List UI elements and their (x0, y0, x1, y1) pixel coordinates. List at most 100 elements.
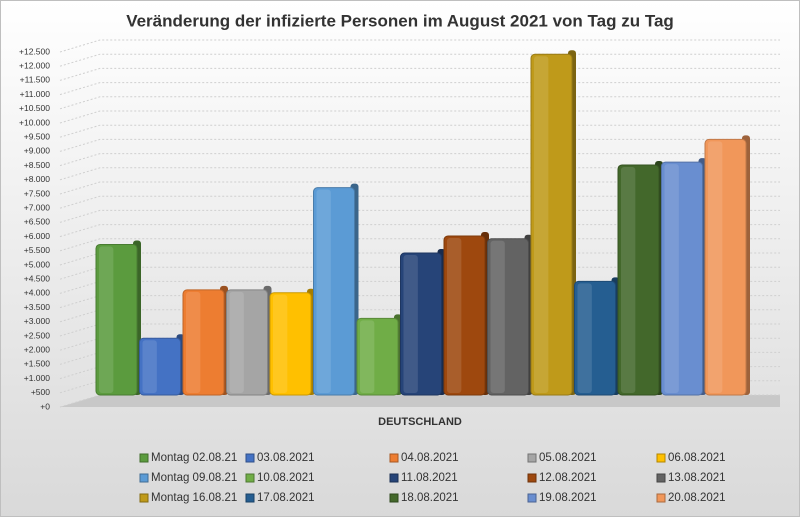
grid-line (59, 96, 780, 110)
legend-label: 19.08.2021 (539, 492, 597, 504)
bar-highlight (621, 166, 636, 393)
bar-highlight (403, 255, 418, 393)
legend-label: 12.08.2021 (539, 472, 597, 484)
y-tick-label: +8.500 (24, 160, 51, 170)
legend-swatch (527, 493, 537, 503)
y-tick-label: +9.000 (24, 146, 51, 156)
bar (574, 280, 616, 396)
y-tick-label: +2.000 (24, 344, 51, 354)
y-tick-label: +4.000 (24, 288, 51, 298)
bar-highlight (534, 56, 549, 393)
grid-line (59, 53, 780, 67)
grid-line (59, 167, 780, 181)
legend-label: 17.08.2021 (257, 492, 315, 504)
y-tick-label: +11.500 (20, 75, 51, 85)
legend-label: 20.08.2021 (668, 492, 726, 504)
grid-line (59, 195, 780, 209)
legend-label: 06.08.2021 (668, 452, 726, 464)
bar (269, 292, 312, 396)
grid-line (59, 181, 780, 195)
y-tick-label: +1.500 (24, 359, 51, 369)
grid-line (59, 138, 780, 152)
legend-swatch (656, 453, 666, 463)
y-tick-label: +5.000 (24, 259, 51, 269)
bar (356, 317, 399, 396)
grid-line (59, 153, 780, 167)
legend-swatch (245, 493, 255, 503)
legend-swatch (527, 473, 537, 483)
y-tick-label: +2.500 (24, 330, 51, 340)
legend-label: 05.08.2021 (539, 452, 597, 464)
legend-swatch (656, 473, 666, 483)
grid-line (59, 110, 780, 124)
bar-highlight (186, 291, 201, 393)
y-tick-label: +10.000 (19, 117, 50, 127)
legend-swatch (389, 453, 399, 463)
y-tick-label: +10.500 (19, 103, 50, 113)
bar (226, 289, 268, 396)
floor (60, 395, 780, 407)
y-tick-label: +1.000 (24, 373, 51, 383)
category-label: DEUTSCHLAND (378, 416, 462, 428)
bar-highlight (316, 189, 331, 393)
bar-highlight (490, 240, 505, 393)
legend-label: 04.08.2021 (401, 452, 459, 464)
y-tick-label: +3.500 (24, 302, 51, 312)
legend-swatch (245, 473, 255, 483)
y-tick-label: +3.000 (24, 316, 51, 326)
bar (95, 243, 138, 396)
y-tick-label: +0 (40, 401, 50, 411)
y-tick-label: +6.000 (24, 231, 51, 241)
grid-line (59, 124, 780, 138)
bar (661, 161, 703, 396)
bar (313, 187, 355, 396)
legend-swatch (139, 473, 149, 483)
grid-line (59, 224, 780, 238)
bar (400, 252, 442, 396)
bar-highlight (577, 283, 592, 393)
legend-swatch (389, 473, 399, 483)
bar (704, 138, 747, 396)
grid-line (59, 238, 780, 252)
legend-label: 10.08.2021 (257, 472, 315, 484)
bar (530, 53, 573, 396)
y-tick-label: +11.000 (20, 89, 51, 99)
y-tick-label: +12.000 (19, 60, 50, 70)
legend-label: Montag 02.08.21 (151, 452, 237, 464)
chart-title: Veränderung der infizierte Personen im A… (126, 11, 674, 30)
bar (617, 164, 660, 396)
bar-highlight (664, 164, 679, 393)
legend-swatch (656, 493, 666, 503)
y-tick-label: +500 (31, 387, 50, 397)
legend-label: 03.08.2021 (257, 452, 315, 464)
legend-label: Montag 16.08.21 (151, 492, 237, 504)
bar (139, 337, 181, 396)
y-tick-label: +5.500 (24, 245, 51, 255)
grid-line (59, 67, 780, 81)
y-tick-label: +4.500 (24, 273, 51, 283)
bar-highlight (273, 294, 288, 393)
legend-label: 11.08.2021 (401, 472, 458, 484)
grid-line (59, 82, 780, 96)
bar-highlight (99, 246, 114, 393)
bar (443, 235, 486, 396)
legend-label: 13.08.2021 (668, 472, 726, 484)
bar (487, 238, 529, 396)
grid-line (59, 209, 780, 223)
y-tick-label: +12.500 (19, 46, 50, 56)
bar-highlight (708, 141, 723, 393)
legend-swatch (139, 493, 149, 503)
bar-highlight (447, 237, 462, 393)
y-tick-label: +9.500 (24, 131, 51, 141)
legend-swatch (245, 453, 255, 463)
bar (182, 289, 225, 396)
y-tick-label: +6.500 (24, 217, 51, 227)
legend-swatch (389, 493, 399, 503)
y-tick-label: +8.000 (24, 174, 51, 184)
bar-highlight (142, 340, 157, 393)
grid-line (59, 39, 780, 53)
legend-swatch (527, 453, 537, 463)
legend-swatch (139, 453, 149, 463)
bar-highlight (360, 320, 375, 393)
